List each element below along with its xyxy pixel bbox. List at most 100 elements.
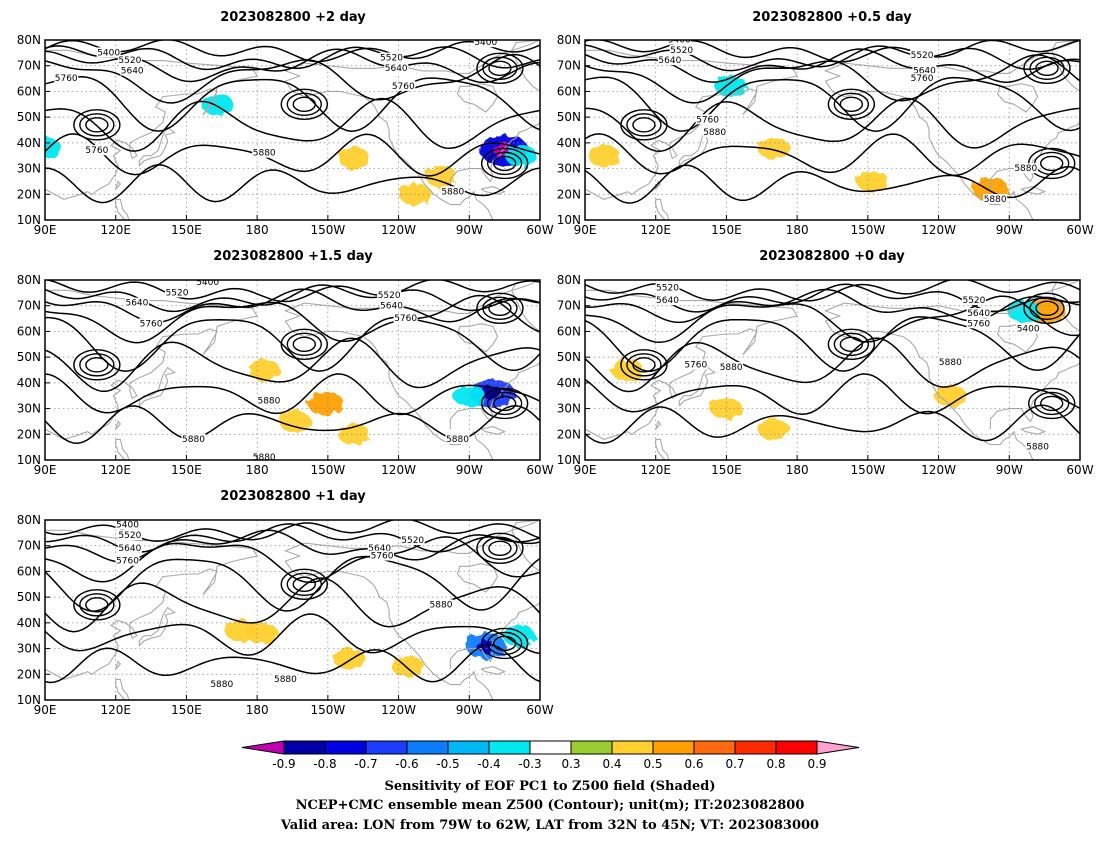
contour-label: 5880 <box>441 187 464 197</box>
closed-contour <box>476 292 524 324</box>
lat-tick-label: 80N <box>17 33 41 47</box>
map-border <box>44 39 541 221</box>
coastline <box>115 420 122 430</box>
contour-label: 5760 <box>684 360 707 370</box>
closed-contour <box>1028 387 1076 420</box>
colorbar-swatch <box>734 740 777 755</box>
colorbar-tick-label: 0.3 <box>561 757 580 771</box>
contour-label: 5760 <box>55 74 78 84</box>
contour-label-bg <box>702 127 727 138</box>
contour-label: 5520 <box>911 51 934 61</box>
closed-contour <box>488 300 512 316</box>
closed-contour <box>292 96 316 112</box>
coastline <box>115 438 130 460</box>
closed-contour <box>292 336 316 352</box>
colorbar-swatch <box>324 740 367 755</box>
contour-label: 5760 <box>392 82 415 92</box>
z500-contours <box>585 280 1080 444</box>
z500-contour <box>585 44 1080 72</box>
contour-label-bg <box>1013 163 1038 174</box>
sensitivity-shading <box>587 75 1009 202</box>
closed-contour <box>488 540 512 556</box>
panel-title: 2023082800 +1.5 day <box>213 249 373 264</box>
coastline <box>115 678 130 700</box>
closed-contour <box>839 96 864 112</box>
closed-contour <box>482 56 518 80</box>
sensitivity-blob <box>333 648 366 670</box>
lat-tick-label: 80N <box>17 273 41 287</box>
colorbar-swatch <box>447 740 490 755</box>
colorbar-tick-label: 0.4 <box>602 757 621 771</box>
lon-tick-label: 150W <box>850 463 885 477</box>
sensitivity-blob <box>505 144 538 167</box>
contour-label: 5880 <box>1014 164 1037 174</box>
coastline <box>480 186 507 195</box>
contour-label: 5400 <box>1017 324 1040 334</box>
lon-tick-label: 90E <box>574 463 597 477</box>
contour-label-bg <box>473 40 498 48</box>
contour-label-bg <box>165 287 189 298</box>
lon-tick-label: 90E <box>574 223 597 237</box>
contour-label: 5400 <box>97 48 120 58</box>
closed-contour <box>476 532 524 564</box>
colorbar-swatch <box>570 740 613 755</box>
contour-label: 5880 <box>720 363 743 373</box>
z500-contour <box>45 337 540 393</box>
lat-tick-label: 20N <box>557 187 581 201</box>
coastline <box>823 280 1080 338</box>
closed-contour <box>486 151 523 176</box>
coastline <box>996 323 1039 353</box>
contour-label-bg <box>115 520 140 530</box>
colorbar-tick-label: -0.3 <box>518 757 541 771</box>
colorbar-tick-label: -0.4 <box>477 757 500 771</box>
colorbar-arrow-low <box>241 740 285 755</box>
contour-label: 5760 <box>911 74 934 84</box>
lon-tick-label: 150E <box>711 463 742 477</box>
colorbar-swatch <box>611 740 654 755</box>
lon-tick-label: 90W <box>996 223 1023 237</box>
closed-contour <box>286 92 322 116</box>
closed-contour <box>620 109 668 141</box>
coastline <box>989 121 1080 190</box>
map-border <box>584 279 1081 461</box>
contour-label: 5880 <box>210 680 233 690</box>
contour-label: 5880 <box>984 195 1007 205</box>
closed-contour <box>486 631 523 656</box>
contour-label: 5640 <box>913 66 936 76</box>
closed-contour <box>1035 300 1059 316</box>
contour-label: 5640 <box>967 309 990 319</box>
panel-plus0.5-day: 2023082800 +0.5 day 54005520564055205640… <box>557 10 1094 237</box>
contour-label-bg <box>117 55 142 66</box>
contour-label-bg <box>256 395 281 406</box>
lat-tick-label: 30N <box>17 642 41 656</box>
closed-contour <box>492 395 517 412</box>
closed-contour <box>1040 155 1064 172</box>
contour-label: 5400 <box>196 278 219 288</box>
lat-tick-label: 40N <box>17 136 41 150</box>
caption-line-2: NCEP+CMC ensemble mean Z500 (Contour); u… <box>296 798 805 813</box>
lat-tick-label: 60N <box>557 84 581 98</box>
lon-tick-label: 90E <box>34 703 57 717</box>
lon-tick-label: 180 <box>786 463 809 477</box>
closed-contour <box>85 357 109 373</box>
contour-label: 5880 <box>257 396 280 406</box>
lon-tick-label: 120E <box>640 223 671 237</box>
closed-contour <box>1023 292 1071 324</box>
closed-contour <box>286 332 322 356</box>
z500-contour <box>585 97 1080 153</box>
contour-label: 5880 <box>446 435 469 445</box>
contour-label: 5520 <box>401 536 424 546</box>
contour-label-bg <box>719 362 744 372</box>
closed-contour <box>73 109 121 141</box>
lon-tick-label: 120E <box>100 703 131 717</box>
contour-label-bg <box>370 550 395 561</box>
lat-tick-label: 70N <box>17 299 41 313</box>
contour-label: 5760 <box>967 319 990 329</box>
contour-label: 5760 <box>116 557 139 567</box>
sensitivity-blob <box>245 622 278 644</box>
closed-contour <box>1023 52 1071 84</box>
contour-label-bg <box>117 542 142 553</box>
contour-label: 5400 <box>116 521 139 531</box>
lat-tick-label: 80N <box>17 513 41 527</box>
lat-tick-label: 40N <box>17 616 41 630</box>
